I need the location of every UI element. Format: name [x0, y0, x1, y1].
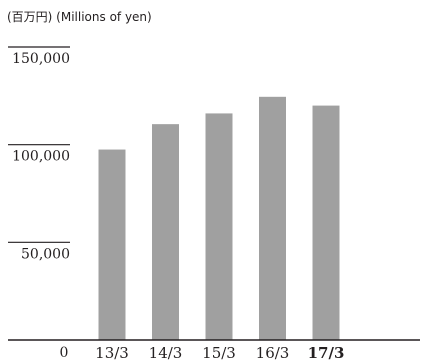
- x-tick-label: 16/3: [256, 344, 290, 362]
- bar-13-3: [98, 149, 126, 340]
- bar-17-3: [312, 105, 340, 340]
- y-axis-ticks: 150,000 100,000 50,000 0: [8, 46, 70, 361]
- x-tick-label: 15/3: [202, 344, 236, 362]
- x-axis-labels: 13/3 14/3 15/3 16/3 17/3: [95, 344, 344, 362]
- bar-16-3: [259, 96, 286, 340]
- y-tick-label: 150,000: [12, 51, 70, 67]
- bars: [98, 96, 340, 340]
- y-tick-label: 0: [60, 345, 69, 361]
- x-tick-label: 14/3: [149, 344, 183, 362]
- y-tick-label: 50,000: [21, 246, 70, 262]
- bar-14-3: [152, 124, 179, 340]
- bar-15-3: [205, 113, 233, 340]
- x-tick-label: 13/3: [95, 344, 129, 362]
- chart-unit-label: (百万円) (Millions of yen): [7, 10, 152, 24]
- x-tick-label: 17/3: [308, 344, 345, 362]
- y-tick-label: 100,000: [12, 149, 70, 165]
